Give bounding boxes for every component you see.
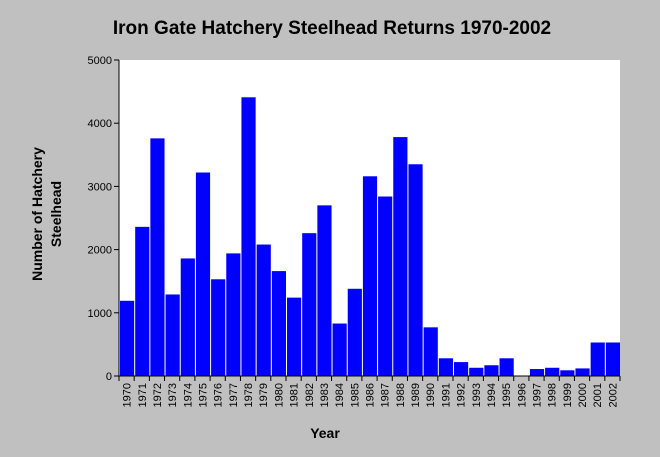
x-tick-label-1986: 1986	[365, 383, 377, 407]
bar-2001	[590, 342, 605, 376]
y-tick-label-4000: 4000	[88, 118, 112, 130]
y-tick-label-2000: 2000	[88, 245, 112, 257]
y-axis-label-line-1: Number of Hatchery	[29, 147, 45, 281]
x-tick-label-1983: 1983	[319, 383, 331, 407]
bar-1975	[195, 172, 211, 376]
x-tick-label-1991: 1991	[440, 383, 452, 407]
x-tick-label-1973: 1973	[167, 383, 179, 407]
x-tick-label-1979: 1979	[258, 383, 270, 407]
x-tick-label-1990: 1990	[425, 383, 437, 407]
bar-1989	[408, 164, 423, 376]
bars	[120, 97, 620, 376]
bar-1990	[423, 327, 438, 376]
bar-1978	[241, 97, 256, 376]
x-tick-label-1993: 1993	[471, 383, 483, 407]
bar-1982	[302, 233, 317, 376]
bar-1986	[362, 176, 378, 376]
x-tick-label-1978: 1978	[243, 383, 255, 407]
x-tick-label-1976: 1976	[213, 383, 225, 407]
x-axis: 1970 1971 1972 1973 1974 1975 1976 1977 1978 1979…	[118, 375, 621, 407]
x-tick-label-1977: 1977	[228, 383, 240, 407]
x-tick-label-1980: 1980	[273, 383, 285, 407]
bar-1997	[529, 369, 545, 376]
x-axis-label: Year	[310, 425, 340, 441]
bar-1981	[287, 297, 302, 376]
x-tick-label-1975: 1975	[198, 383, 210, 407]
bar-1973	[165, 294, 180, 376]
x-tick-label-1998: 1998	[547, 383, 559, 407]
bar-1974	[180, 258, 195, 376]
bar-1987	[378, 196, 393, 376]
bar-1970	[120, 300, 135, 376]
bar-2000	[575, 368, 590, 376]
x-tick-label-1995: 1995	[501, 383, 513, 407]
bar-1991	[438, 358, 453, 376]
bar-1988	[393, 137, 408, 376]
y-axis: 0 1000 2000 3000 4000 5000	[88, 55, 120, 383]
y-tick-label-0: 0	[106, 371, 112, 383]
bar-1977	[226, 253, 241, 376]
y-tick-label-1000: 1000	[88, 308, 112, 320]
x-tick-label-2000: 2000	[577, 383, 589, 407]
x-tick-label-1992: 1992	[456, 383, 468, 407]
x-tick-label-2001: 2001	[592, 383, 604, 407]
bar-1980	[271, 271, 286, 376]
bar-1984	[332, 323, 347, 376]
bar-1993	[469, 367, 484, 376]
x-tick-label-2002: 2002	[607, 383, 619, 407]
x-tick-label-1987: 1987	[380, 383, 392, 407]
x-tick-label-1996: 1996	[516, 383, 528, 407]
bar-1999	[560, 370, 575, 376]
bar-1979	[256, 244, 271, 376]
bar-1983	[317, 205, 332, 376]
chart-title: Iron Gate Hatchery Steelhead Returns 197…	[113, 18, 551, 39]
bar-1972	[150, 138, 165, 376]
y-tick-label-5000: 5000	[88, 55, 112, 67]
bar-1998	[545, 367, 560, 376]
y-axis-label-line-2: Steelhead	[48, 181, 64, 247]
x-tick-label-1974: 1974	[182, 383, 194, 407]
bar-1976	[211, 279, 226, 376]
y-tick-label-3000: 3000	[88, 181, 112, 193]
bar-1995	[499, 358, 514, 376]
x-tick-label-1971: 1971	[137, 383, 149, 407]
x-tick-label-1994: 1994	[486, 383, 498, 407]
bar-2002	[605, 342, 620, 376]
bar-1994	[484, 365, 499, 376]
x-tick-label-1970: 1970	[122, 383, 134, 407]
x-tick-label-1984: 1984	[334, 383, 346, 407]
x-tick-label-1982: 1982	[304, 383, 316, 407]
x-tick-label-1981: 1981	[289, 383, 301, 407]
bar-1992	[454, 362, 469, 376]
x-tick-label-1989: 1989	[410, 383, 422, 407]
x-tick-label-1972: 1972	[152, 383, 164, 407]
bar-1985	[347, 288, 362, 376]
x-tick-label-1997: 1997	[532, 383, 544, 407]
bar-1971	[135, 226, 150, 376]
x-tick-label-1985: 1985	[349, 383, 361, 407]
x-tick-label-1999: 1999	[562, 383, 574, 407]
x-tick-label-1988: 1988	[395, 383, 407, 407]
